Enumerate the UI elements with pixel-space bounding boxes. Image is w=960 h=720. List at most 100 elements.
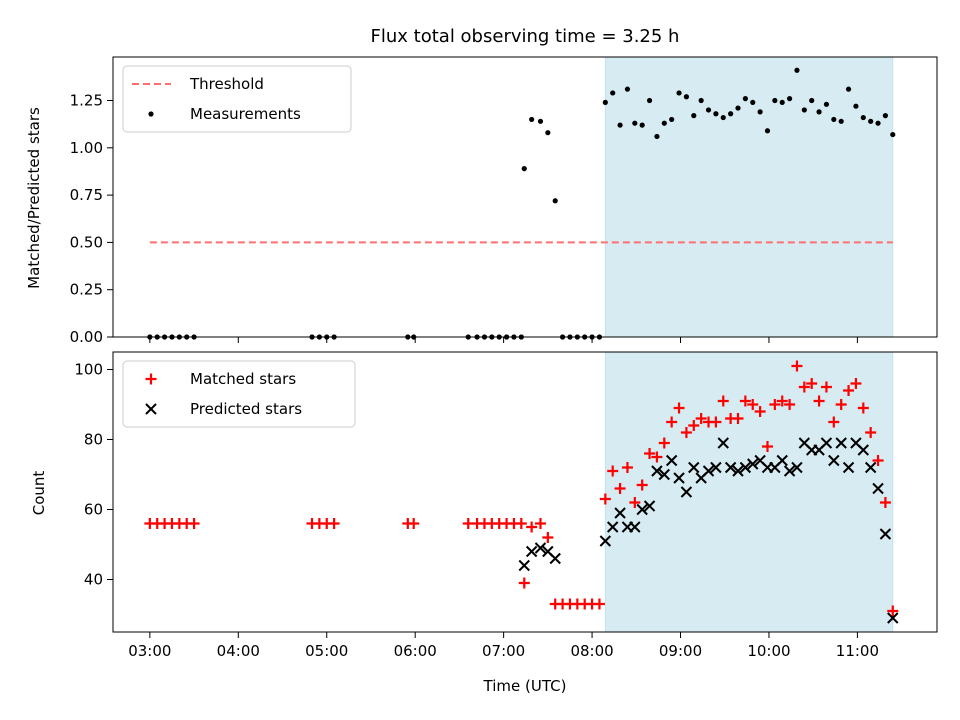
predicted-star-point <box>651 465 663 477</box>
top-shaded-interval <box>604 56 894 338</box>
measurement-point <box>639 122 645 128</box>
measurement-point <box>632 120 638 126</box>
measurement-point <box>853 103 859 109</box>
matched-star-point <box>518 577 530 589</box>
top-axes-frame <box>112 56 938 338</box>
x-tick-label: 09:00 <box>659 642 702 660</box>
measurement-point <box>654 133 660 140</box>
matched-star-point <box>872 455 884 466</box>
measurement-point <box>786 96 793 102</box>
matched-star-point <box>328 518 340 529</box>
matched-stars-series <box>144 360 899 617</box>
matched-star-point <box>526 521 538 533</box>
predicted-star-point <box>710 461 722 474</box>
measurement-point <box>661 120 667 126</box>
predicted-star-point <box>879 528 892 540</box>
bottom-y-tick-label: 60 <box>84 501 103 519</box>
predicted-star-point <box>549 552 561 565</box>
matched-star-point <box>651 451 663 463</box>
measurement-point <box>860 114 866 121</box>
measurement-point <box>521 166 527 172</box>
predicted-star-point <box>717 437 729 449</box>
measurement-point <box>713 111 719 117</box>
x-tick-label: 07:00 <box>482 642 525 660</box>
top-y-tick-label: 1.25 <box>70 92 103 110</box>
matched-star-point <box>857 402 869 414</box>
top-y-tick-label: 0.25 <box>70 281 103 299</box>
bottom-plot-content: 40 60 80 100 03:00 04:00 05:00 06:00 07:00 08:00 0… <box>74 351 938 660</box>
predicted-star-point <box>665 454 678 467</box>
predicted-star-point <box>776 454 788 467</box>
matched-star-point <box>739 395 751 407</box>
matched-star-point <box>680 427 692 438</box>
legend-label-predicted-stars: Predicted stars <box>190 400 302 418</box>
matched-star-point <box>828 416 840 428</box>
matched-star-point <box>820 381 832 393</box>
predicted-star-point <box>724 461 737 474</box>
legend-matched-swatch <box>145 373 157 385</box>
measurement-point <box>742 96 748 102</box>
legend-label-matched-stars: Matched stars <box>190 370 296 388</box>
matched-star-point <box>887 605 899 617</box>
predicted-star-point <box>518 559 530 572</box>
matched-star-point <box>658 437 670 449</box>
matched-star-point <box>806 378 818 389</box>
matched-star-point <box>710 416 722 428</box>
predicted-star-point <box>702 465 715 477</box>
top-legend-box <box>122 65 352 133</box>
bottom-y-tick-label: 40 <box>84 571 103 589</box>
measurement-point <box>691 113 697 119</box>
x-tick-label: 08:00 <box>570 642 613 660</box>
measurement-point <box>838 118 844 124</box>
top-y-axis-label: Matched/Predicted stars <box>25 107 43 289</box>
matched-star-point <box>695 413 707 424</box>
predicted-star-point <box>534 542 547 554</box>
top-y-tick-label: 0.75 <box>70 186 103 204</box>
x-tick-label: 03:00 <box>128 642 171 660</box>
legend-measurement-swatch <box>148 111 154 117</box>
measurement-point <box>801 107 807 113</box>
x-tick-label: 10:00 <box>747 642 790 660</box>
measurement-point <box>705 107 712 113</box>
matched-star-point <box>865 427 877 438</box>
predicted-star-point <box>643 500 656 512</box>
measurement-point <box>764 128 771 134</box>
measurement-point <box>537 118 544 124</box>
top-legend: Threshold Measurements <box>122 65 352 133</box>
x-tick-label: 04:00 <box>217 642 260 660</box>
predicted-star-point <box>747 458 759 470</box>
bottom-legend-box <box>122 360 356 428</box>
matched-star-point <box>666 416 678 428</box>
matched-star-point <box>408 518 420 529</box>
matched-star-point <box>593 598 605 610</box>
measurement-point <box>750 99 756 106</box>
measurement-point <box>757 109 763 115</box>
matched-star-point <box>813 395 825 407</box>
matched-star-point <box>850 378 862 389</box>
matched-star-point <box>754 406 766 417</box>
measurement-point <box>875 120 881 126</box>
matched-star-point <box>599 493 611 505</box>
measurement-point <box>602 99 608 106</box>
legend-label-measurements: Measurements <box>190 105 301 123</box>
measurement-point <box>545 130 551 136</box>
predicted-stars-series <box>518 437 899 624</box>
predicted-star-point <box>783 465 796 477</box>
matched-star-point <box>791 360 803 372</box>
matched-star-point <box>636 479 648 491</box>
predicted-star-point <box>525 545 538 558</box>
measurement-point <box>779 99 785 106</box>
matched-star-point <box>732 413 744 424</box>
matched-star-point <box>688 420 700 431</box>
predicted-star-point <box>842 461 855 474</box>
predicted-star-point <box>658 468 671 481</box>
legend-label-threshold: Threshold <box>189 75 264 93</box>
matched-star-point <box>879 497 891 508</box>
measurement-point <box>669 116 675 123</box>
predicted-star-point <box>864 461 877 474</box>
predicted-star-point <box>887 612 899 624</box>
bottom-chart-panel: Count Time (UTC) 40 60 80 100 03:00 04:00 05:0… <box>30 351 938 695</box>
matched-star-point <box>717 395 729 407</box>
predicted-star-point <box>872 482 884 495</box>
measurement-point <box>809 97 815 104</box>
